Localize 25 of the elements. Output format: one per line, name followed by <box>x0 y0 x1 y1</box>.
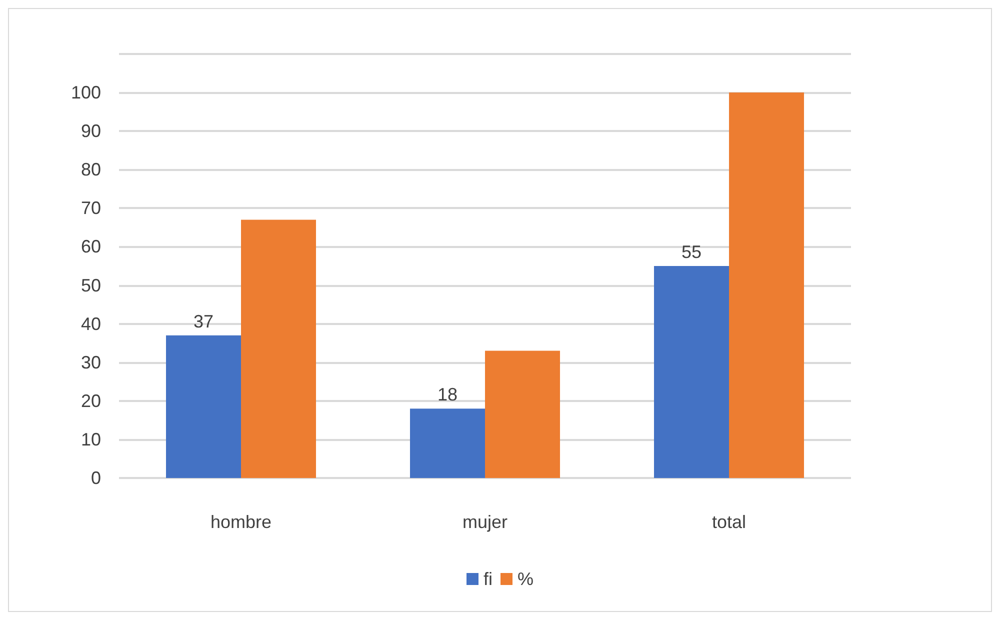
bar <box>729 92 804 478</box>
bar <box>410 408 485 478</box>
x-tick-label: mujer <box>462 512 508 532</box>
y-tick-label: 10 <box>80 429 101 450</box>
x-tick-label: hombre <box>210 512 272 532</box>
bar <box>485 350 560 478</box>
data-label: 37 <box>193 311 214 332</box>
bar <box>166 335 241 478</box>
y-tick-label: 0 <box>90 468 101 488</box>
y-tick-label: 70 <box>80 198 101 218</box>
y-tick-label: 20 <box>80 390 101 411</box>
y-tick-label: 60 <box>80 236 101 257</box>
data-label: 18 <box>437 384 458 405</box>
data-label: 55 <box>681 242 702 262</box>
x-tick-label: total <box>712 512 746 532</box>
bar <box>654 266 729 478</box>
legend-label: % <box>518 569 534 589</box>
y-tick-label: 30 <box>80 352 101 372</box>
legend-label: fi <box>484 569 492 589</box>
bar <box>241 220 316 478</box>
y-tick-label: 80 <box>80 160 101 180</box>
y-tick-label: 40 <box>80 314 101 334</box>
y-tick-label: 90 <box>80 121 101 142</box>
y-tick-label: 50 <box>80 275 101 296</box>
y-tick-label: 100 <box>70 82 101 103</box>
